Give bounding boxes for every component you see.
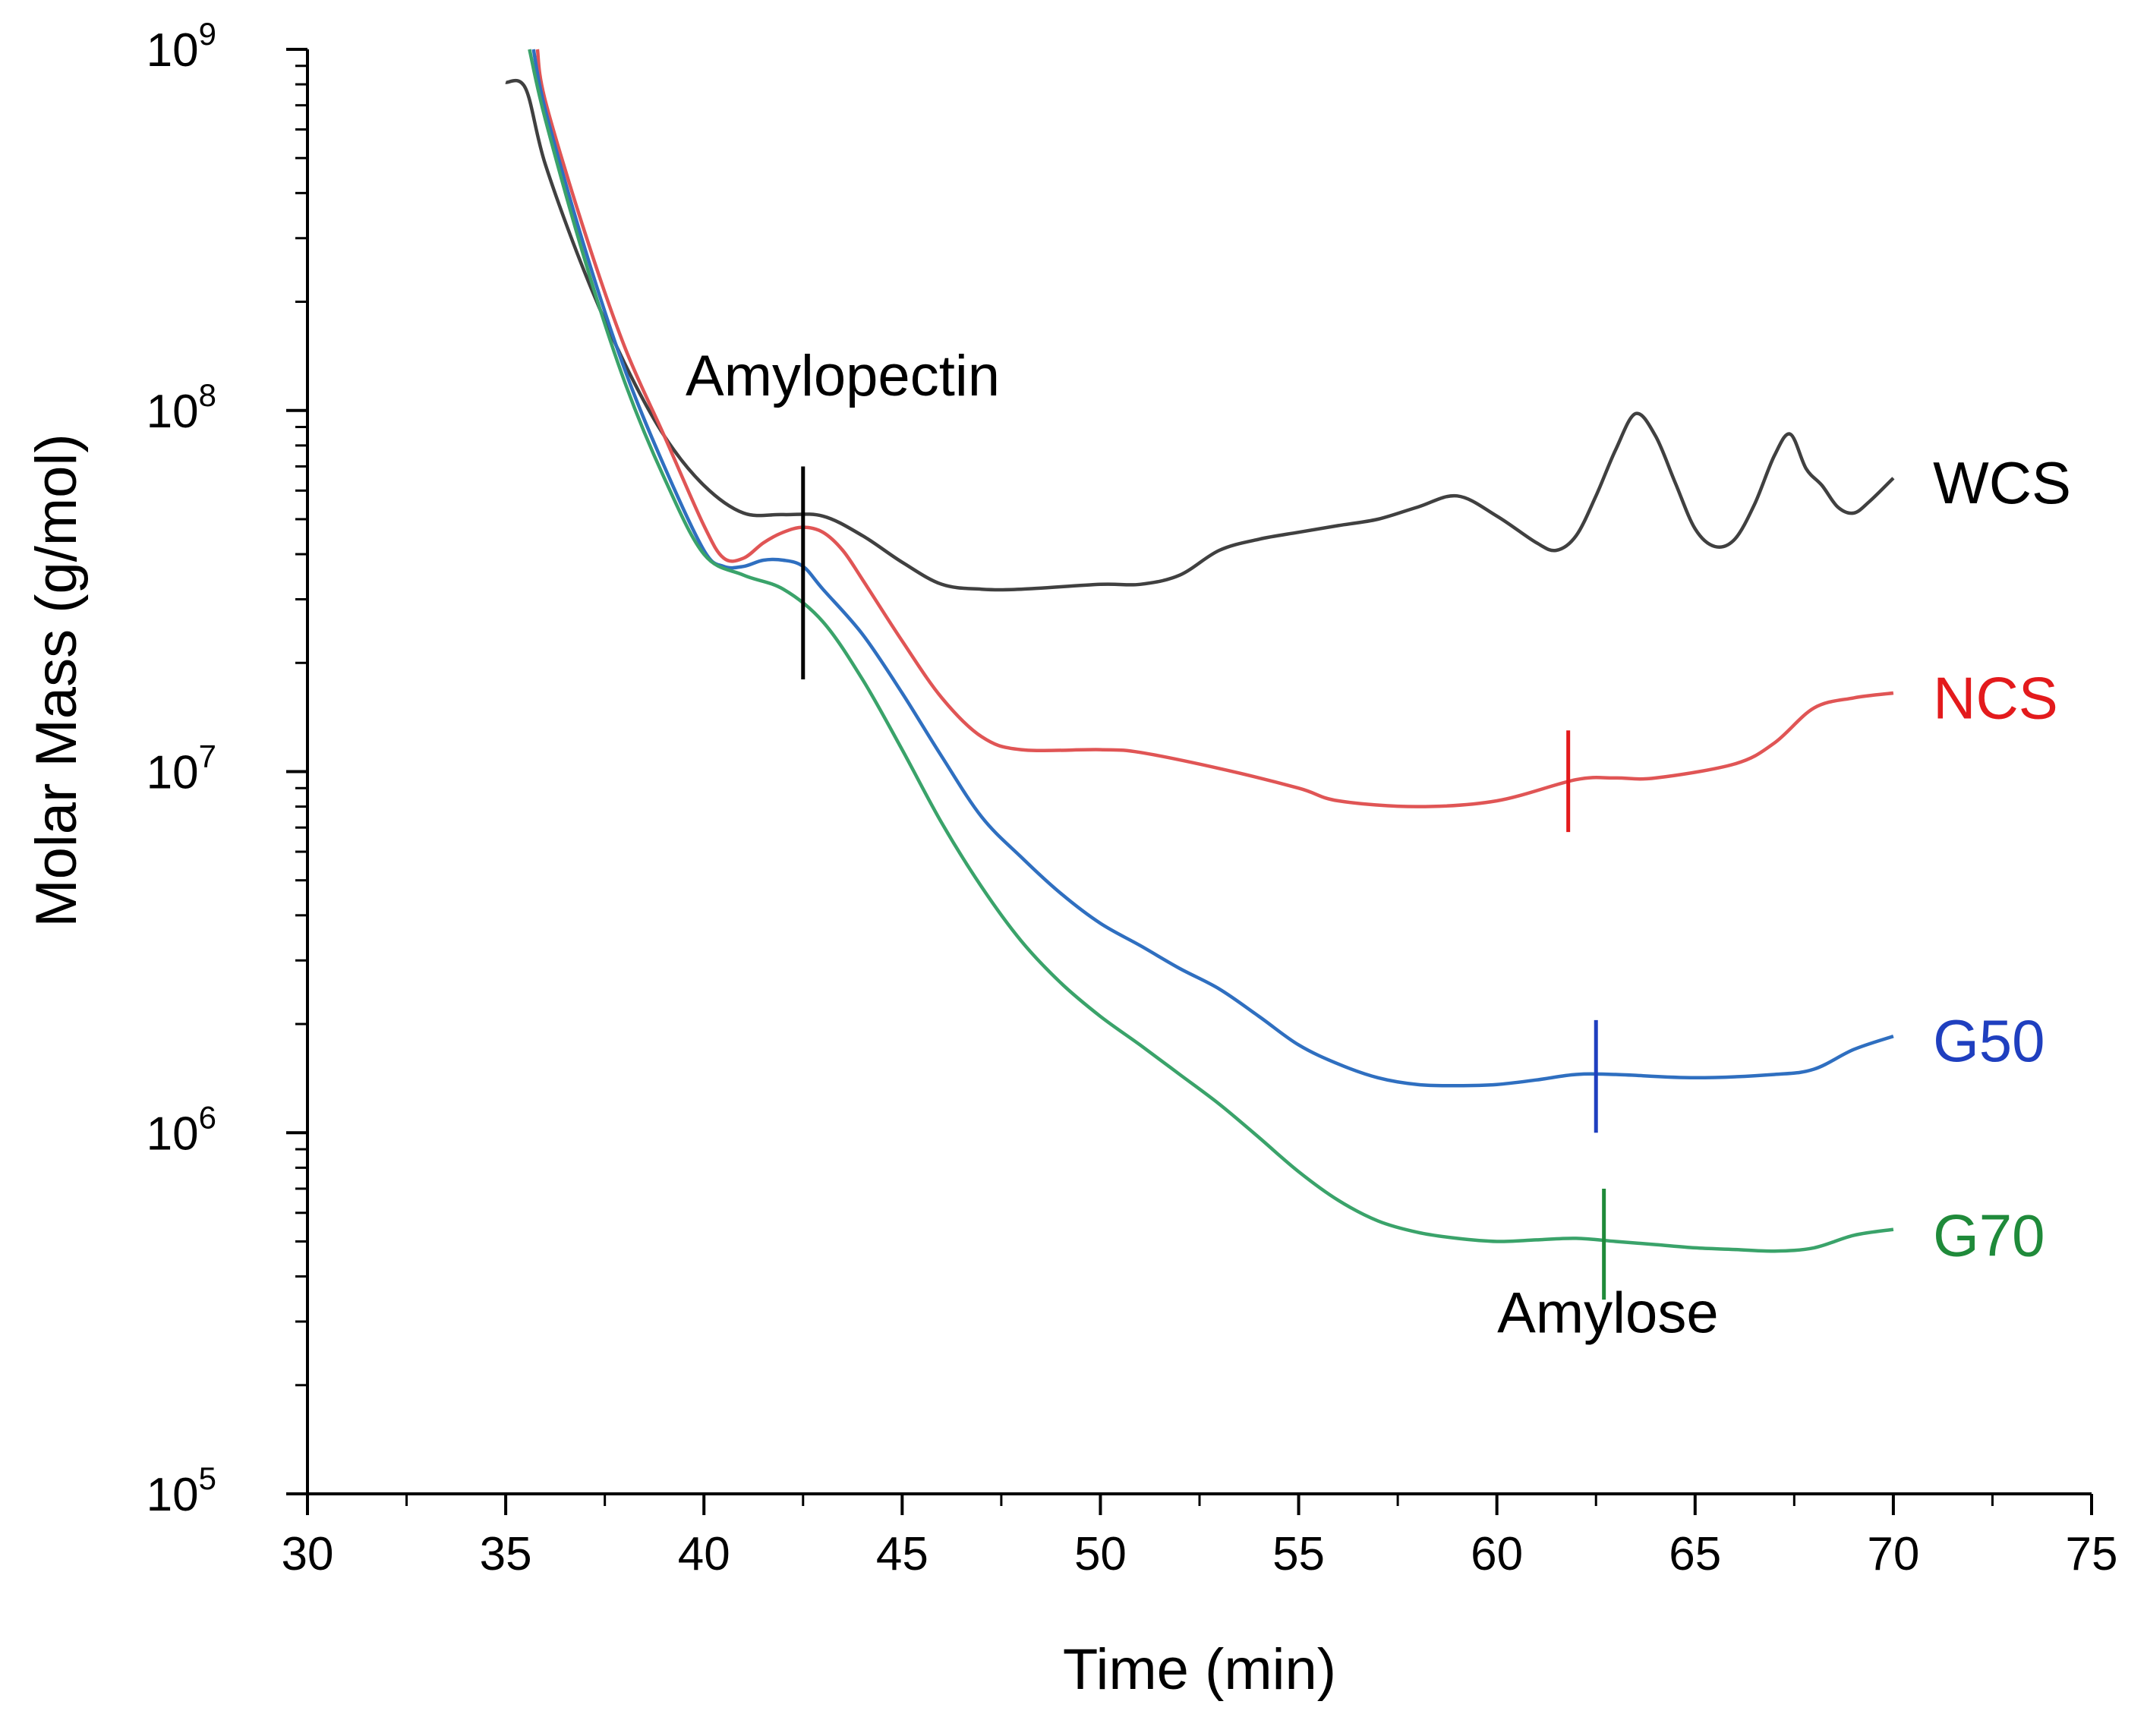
x-ticks: 30 35 40 45 50 55 60 65 70 75 <box>282 1494 2118 1580</box>
x-tick-label: 40 <box>678 1528 730 1580</box>
y-tick-label: 107 <box>147 739 216 799</box>
x-tick-label: 55 <box>1272 1528 1325 1580</box>
series-label-wcs: WCS <box>1933 449 2071 516</box>
y-tick-label: 109 <box>147 16 216 77</box>
y-axis-title: Molar Mass (g/mol) <box>24 433 89 927</box>
series-label-g50: G50 <box>1933 1007 2045 1074</box>
y-tick-label: 106 <box>147 1099 216 1160</box>
y-tick-base: 10 <box>147 24 199 77</box>
series-label-ncs: NCS <box>1933 664 2058 731</box>
x-tick-label: 75 <box>2066 1528 2118 1580</box>
annotations: Amylopectin Amylose <box>686 344 1719 1345</box>
y-tick-exponent: 5 <box>199 1460 216 1496</box>
series-line-g50 <box>531 49 1894 1088</box>
x-tick-label: 60 <box>1471 1528 1523 1580</box>
x-tick-label: 30 <box>282 1528 334 1580</box>
x-tick-label: 45 <box>876 1528 928 1580</box>
y-tick-exponent: 8 <box>199 377 216 413</box>
y-tick-label: 105 <box>147 1460 216 1521</box>
y-tick-exponent: 7 <box>199 739 216 774</box>
y-tick-base: 10 <box>147 1107 199 1160</box>
series-line-wcs <box>505 78 1895 592</box>
series-label-g70: G70 <box>1933 1202 2045 1268</box>
y-tick-exponent: 9 <box>199 16 216 52</box>
x-tick-label: 65 <box>1669 1528 1721 1580</box>
x-tick-label: 70 <box>1867 1528 1919 1580</box>
y-tick-exponent: 6 <box>199 1099 216 1135</box>
x-tick-label: 35 <box>480 1528 532 1580</box>
series-labels: WCS NCS G50 G70 <box>1933 449 2071 1268</box>
x-axis-title: Time (min) <box>1063 1637 1336 1702</box>
series-line-ncs <box>535 49 1894 808</box>
y-tick-base: 10 <box>147 1469 199 1521</box>
annotation-amylose: Amylose <box>1497 1281 1718 1345</box>
peak-markers <box>801 466 1606 1300</box>
series-lines <box>505 49 1895 1253</box>
x-tick-label: 50 <box>1074 1528 1127 1580</box>
y-tick-base: 10 <box>147 386 199 438</box>
y-tick-label: 108 <box>147 377 216 438</box>
annotation-amylopectin: Amylopectin <box>686 344 1000 408</box>
y-tick-base: 10 <box>147 747 199 799</box>
series-line-g70 <box>528 49 1894 1253</box>
